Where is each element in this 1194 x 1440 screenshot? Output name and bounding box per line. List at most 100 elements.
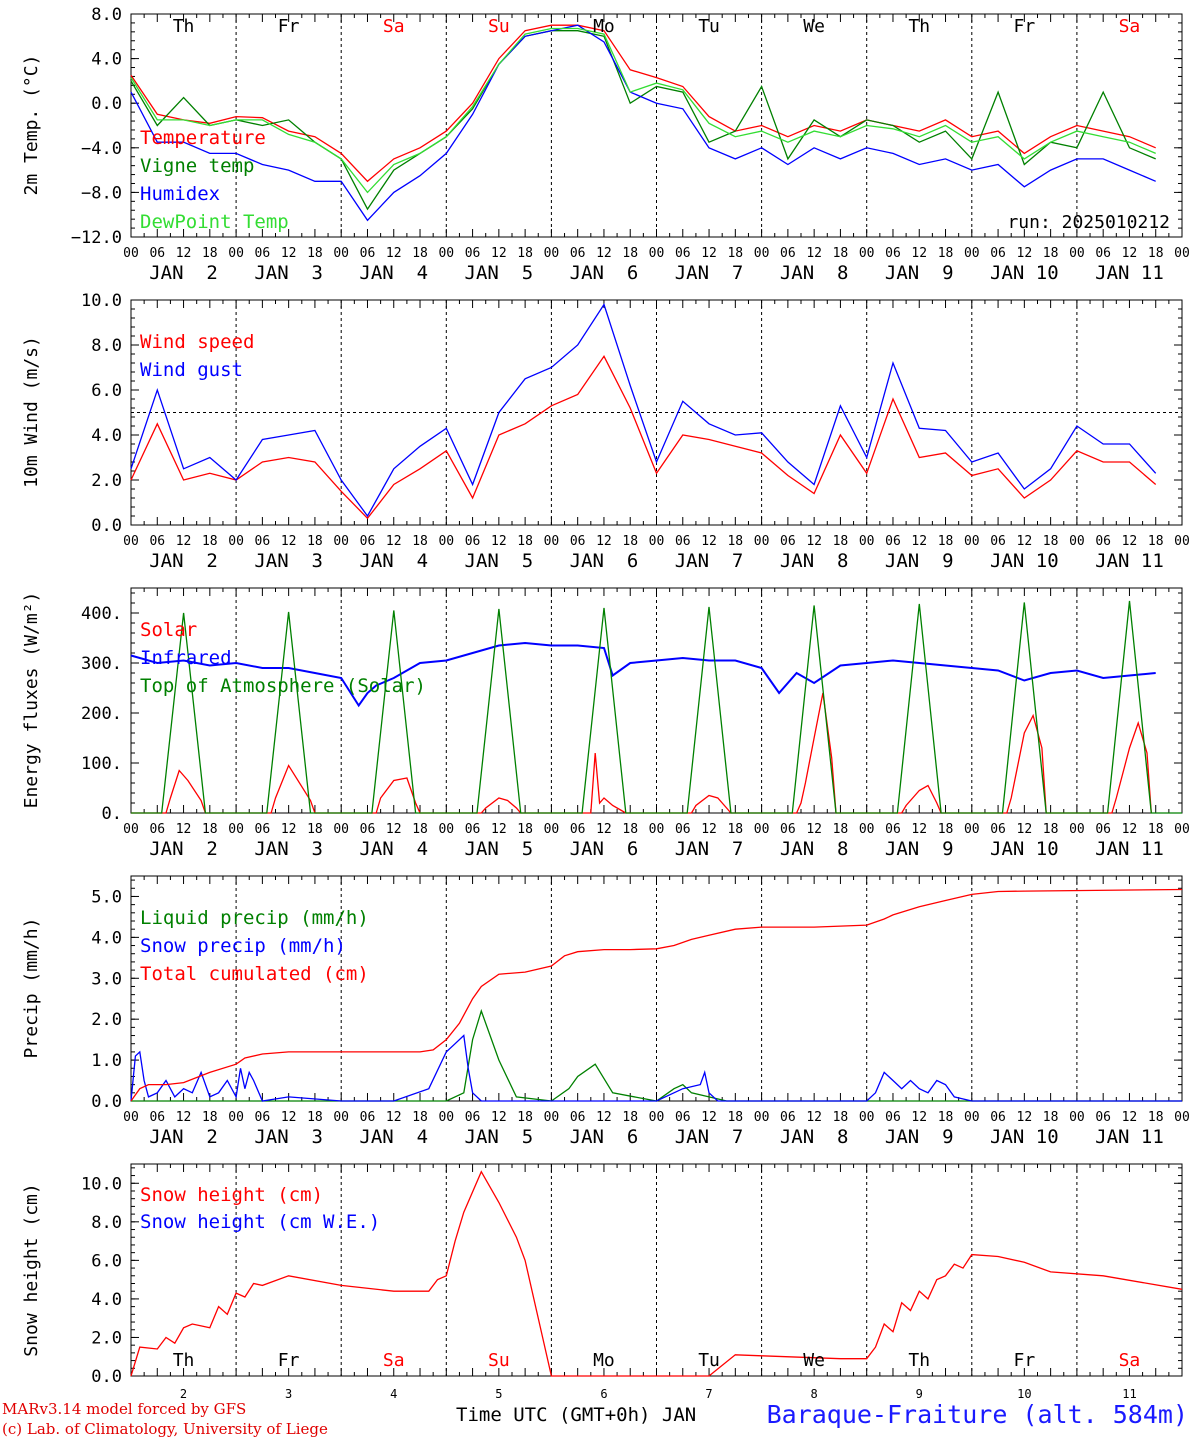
hour-label: 00	[964, 246, 980, 261]
date-label: JAN 5	[465, 838, 534, 860]
series-total-cumulated-cm-	[130, 888, 1183, 1102]
day-name: We	[803, 1350, 825, 1371]
date-label: JAN 4	[359, 1126, 428, 1148]
date-label: JAN 7	[675, 550, 744, 572]
series-wind-speed	[130, 355, 1157, 520]
hour-label: 18	[412, 822, 428, 837]
hour-label: 00	[228, 246, 244, 261]
series-vigne-temp	[130, 30, 1156, 211]
hour-label: 06	[149, 1110, 165, 1125]
hour-label: 06	[255, 246, 271, 261]
hour-label: 00	[649, 1110, 665, 1125]
hour-label: 06	[1095, 534, 1111, 549]
date-label: JAN 5	[465, 1126, 534, 1148]
hour-label: 00	[333, 822, 349, 837]
plot-frame	[130, 13, 1183, 238]
day-name: Fr	[278, 1350, 300, 1371]
day-name: Sa	[1119, 1350, 1141, 1371]
y-tick-label: 5.0	[91, 887, 122, 907]
legend-entry: Temperature	[140, 127, 266, 149]
hour-label: 12	[596, 1110, 612, 1125]
hour-label: 00	[964, 534, 980, 549]
hour-label: 18	[833, 246, 849, 261]
hour-label: 12	[386, 534, 402, 549]
hour-label: 18	[938, 1110, 954, 1125]
hour-label: 12	[491, 534, 507, 549]
y-tick-label: 2.0	[91, 471, 122, 491]
hour-label: 06	[885, 534, 901, 549]
hour-label: 00	[123, 1110, 139, 1125]
hour-label: 12	[911, 822, 927, 837]
date-label: JAN 2	[149, 550, 218, 572]
hour-label: 18	[727, 246, 743, 261]
hour-label: 12	[806, 534, 822, 549]
hour-label: 12	[176, 822, 192, 837]
y-tick-label: 8.0	[91, 1213, 122, 1233]
day-number: 10	[1017, 1387, 1031, 1401]
legend-entry: Snow height (cm)	[140, 1184, 323, 1206]
hour-label: 18	[412, 246, 428, 261]
hour-label: 18	[833, 822, 849, 837]
hour-label: 06	[675, 1110, 691, 1125]
date-label: JAN 3	[254, 1126, 323, 1148]
hour-label: 00	[964, 1110, 980, 1125]
y-tick-label: 200.	[81, 704, 122, 724]
hour-label: 06	[360, 1110, 376, 1125]
day-name: Su	[488, 16, 510, 37]
hour-label: 12	[1017, 246, 1033, 261]
hour-label: 12	[281, 246, 297, 261]
hour-label: 06	[465, 534, 481, 549]
y-tick-label: 10.0	[81, 1174, 122, 1194]
day-name: Sa	[383, 1350, 405, 1371]
hour-label: 18	[412, 1110, 428, 1125]
legend-entry: Total cumulated (cm)	[140, 963, 369, 985]
hour-label: 00	[1069, 1110, 1085, 1125]
date-label: JAN 8	[780, 1126, 849, 1148]
date-label: JAN 9	[885, 550, 954, 572]
hour-label: 18	[307, 534, 323, 549]
date-label: JAN 6	[570, 1126, 639, 1148]
hour-label: 00	[438, 246, 454, 261]
y-tick-label: 4.0	[91, 928, 122, 948]
y-tick-label: 100.	[81, 754, 122, 774]
hour-label: 18	[202, 246, 218, 261]
hour-label: 18	[727, 534, 743, 549]
y-axis-title: 2m Temp. (°C)	[21, 55, 42, 196]
hour-label: 06	[1095, 822, 1111, 837]
hour-label: 12	[806, 1110, 822, 1125]
y-tick-label: −4.0	[81, 139, 122, 159]
hour-label: 00	[544, 1110, 560, 1125]
hour-label: 00	[649, 822, 665, 837]
y-tick-label: 0.0	[91, 516, 122, 536]
y-tick-label: −8.0	[81, 183, 122, 203]
hour-label: 06	[149, 534, 165, 549]
legend-entry: Vigne temp	[140, 155, 254, 177]
hour-label: 18	[517, 534, 533, 549]
day-name: Th	[173, 16, 195, 37]
hour-label: 12	[491, 246, 507, 261]
y-tick-label: 2.0	[91, 1328, 122, 1348]
hour-label: 00	[1069, 534, 1085, 549]
date-label: JAN 5	[465, 262, 534, 284]
hour-label: 06	[360, 822, 376, 837]
hour-label: 00	[859, 822, 875, 837]
day-name: Mo	[593, 16, 615, 37]
hour-label: 06	[885, 1110, 901, 1125]
hour-label: 12	[911, 534, 927, 549]
hour-label: 12	[176, 534, 192, 549]
date-label: JAN 8	[780, 262, 849, 284]
hour-label: 06	[465, 246, 481, 261]
hour-label: 12	[911, 246, 927, 261]
hour-label: 18	[202, 534, 218, 549]
date-label: JAN 8	[780, 550, 849, 572]
legend-entry: DewPoint Temp	[140, 211, 289, 233]
hour-label: 06	[149, 246, 165, 261]
series-infrared	[130, 641, 1156, 708]
hour-label: 06	[1095, 246, 1111, 261]
day-name: Fr	[1014, 1350, 1036, 1371]
hour-label: 06	[780, 246, 796, 261]
day-name: Sa	[383, 16, 405, 37]
day-name: Fr	[1014, 16, 1036, 37]
hour-label: 00	[1174, 822, 1190, 837]
y-tick-label: 1.0	[91, 1051, 122, 1071]
